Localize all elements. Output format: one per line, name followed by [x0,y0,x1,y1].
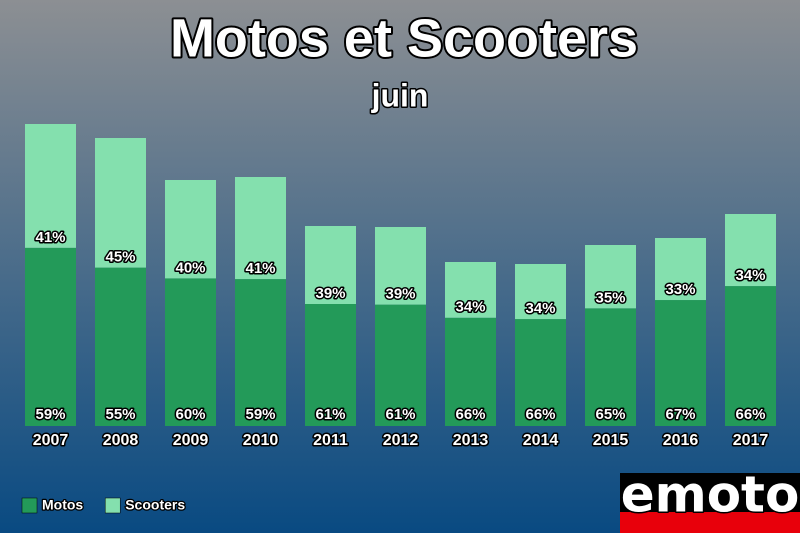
bar-segment [235,279,286,426]
legend-label: Motos [42,497,83,513]
bar-segment [655,238,706,301]
legend-label: Scooters [125,497,185,513]
value-label: 66% [735,406,765,423]
value-label: 61% [385,406,415,423]
bar-segment [305,226,356,304]
value-label: 39% [315,285,345,302]
value-label: 41% [35,229,65,246]
logo: emoto [619,464,800,533]
value-label: 55% [105,406,135,423]
value-label: 40% [175,259,205,276]
bar-segment [585,308,636,426]
value-label: 34% [455,299,485,316]
value-label: 60% [175,406,205,423]
bar-segment [515,319,566,426]
value-label: 65% [595,406,625,423]
value-label: 66% [525,406,555,423]
value-label: 34% [525,300,555,317]
value-label: 39% [385,286,415,303]
x-tick-label: 2008 [103,432,139,449]
legend-swatch [104,497,121,514]
bar-segment [95,267,146,426]
bar-segment [725,214,776,287]
value-label: 59% [35,406,65,423]
bar-segment [235,177,286,280]
value-label: 45% [105,249,135,266]
value-label: 34% [735,267,765,284]
bar-segment [725,286,776,426]
x-tick-label: 2011 [313,432,348,449]
chart-title: Motos et Scooters [170,8,638,68]
bar-segment [585,245,636,309]
x-tick-label: 2010 [243,432,279,449]
bar-segment [165,180,216,279]
value-label: 61% [315,406,345,423]
bar-segment [305,304,356,426]
x-tick-label: 2015 [593,432,629,449]
x-tick-label: 2007 [33,432,69,449]
value-label: 35% [595,289,625,306]
value-label: 67% [665,406,695,423]
logo-stripe [620,512,800,533]
bar-segment [25,124,76,248]
bar-segment [445,262,496,318]
value-label: 66% [455,406,485,423]
chart-subtitle: juin [371,77,429,113]
bar-segment [655,300,706,426]
bar-segment [445,317,496,426]
bar-segment [25,247,76,426]
bar-segment [165,278,216,426]
x-tick-label: 2016 [663,432,699,449]
legend-swatch [21,497,38,514]
x-tick-label: 2017 [733,432,769,449]
x-tick-label: 2013 [453,432,489,449]
x-tick-label: 2009 [173,432,209,449]
bar-segment [375,227,426,305]
bar-segment [375,304,426,426]
bar-segment [95,138,146,268]
bar-segment [515,264,566,320]
value-label: 33% [665,281,695,298]
x-tick-label: 2014 [523,432,559,449]
value-label: 59% [245,406,275,423]
x-tick-label: 2012 [383,432,419,449]
logo-text: emoto [621,466,800,524]
value-label: 41% [245,260,275,277]
